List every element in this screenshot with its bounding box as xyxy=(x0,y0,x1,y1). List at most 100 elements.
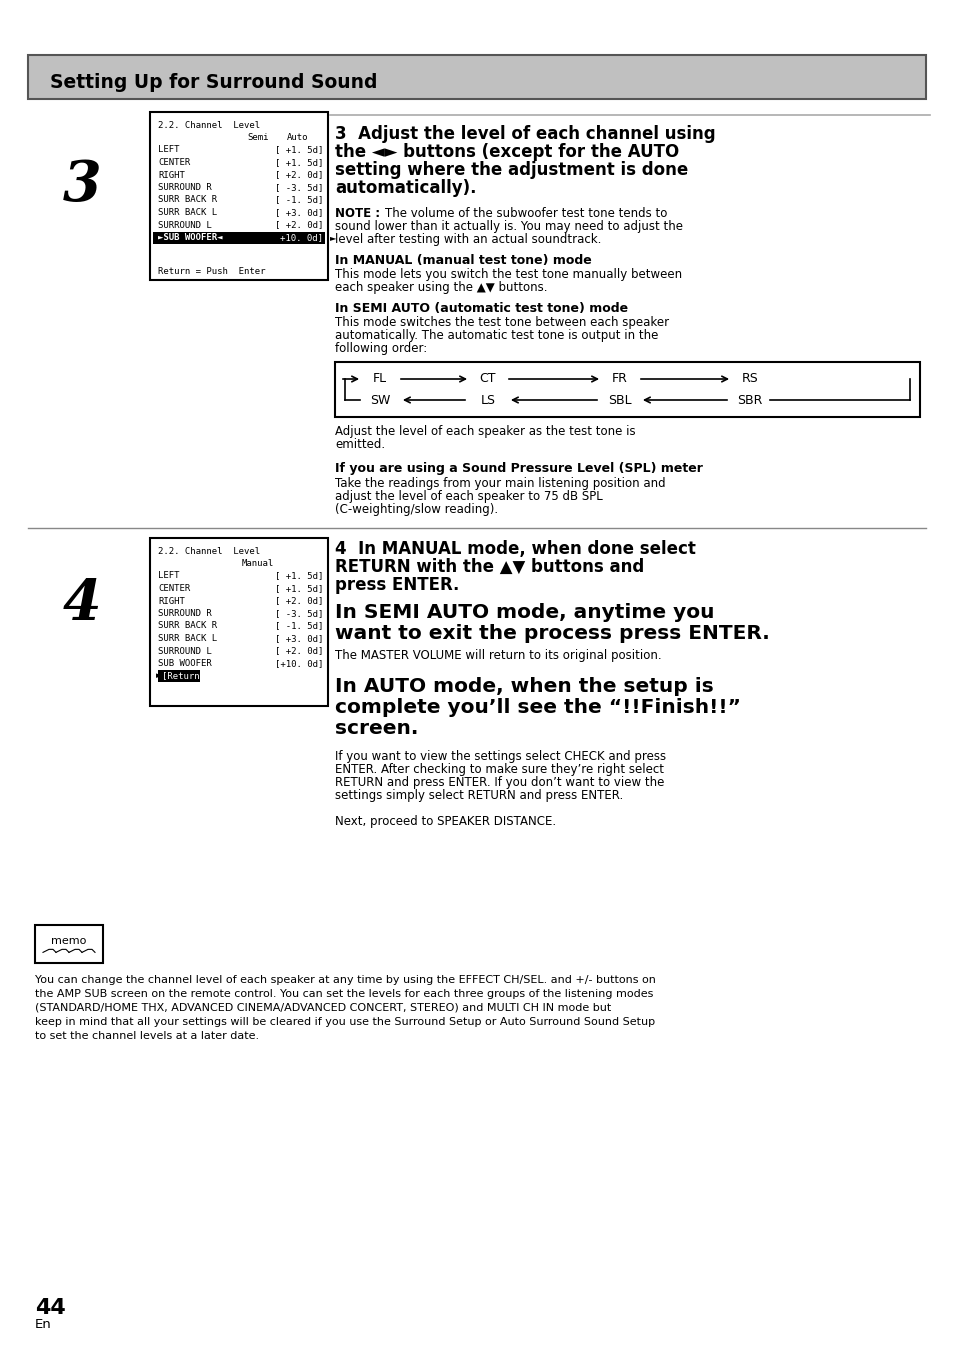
Bar xyxy=(150,538,328,706)
Text: CENTER: CENTER xyxy=(158,158,190,167)
Text: SURROUND R: SURROUND R xyxy=(158,183,212,191)
Text: [ +1. 5d]: [ +1. 5d] xyxy=(274,584,323,593)
Text: SURR BACK L: SURR BACK L xyxy=(158,634,217,643)
Text: [ -3. 5d]: [ -3. 5d] xyxy=(274,183,323,191)
Text: LS: LS xyxy=(480,394,495,407)
Text: 44: 44 xyxy=(35,1298,66,1318)
Text: [ +3. 0d]: [ +3. 0d] xyxy=(274,634,323,643)
Text: [ -3. 5d]: [ -3. 5d] xyxy=(274,609,323,617)
Text: In MANUAL (manual test tone) mode: In MANUAL (manual test tone) mode xyxy=(335,253,591,267)
Text: Next, proceed to SPEAKER DISTANCE.: Next, proceed to SPEAKER DISTANCE. xyxy=(335,816,556,828)
Text: (C-weighting/slow reading).: (C-weighting/slow reading). xyxy=(335,503,497,516)
Text: NOTE :: NOTE : xyxy=(335,208,379,220)
Text: 3: 3 xyxy=(63,158,101,213)
Text: SURR BACK L: SURR BACK L xyxy=(158,208,217,217)
Text: SBR: SBR xyxy=(737,394,761,407)
Text: 2.2. Channel  Level: 2.2. Channel Level xyxy=(158,120,260,129)
Text: SBL: SBL xyxy=(608,394,631,407)
Text: level after testing with an actual soundtrack.: level after testing with an actual sound… xyxy=(335,233,600,245)
Text: RETURN and press ENTER. If you don’t want to view the: RETURN and press ENTER. If you don’t wan… xyxy=(335,776,663,789)
Text: 3  Adjust the level of each channel using: 3 Adjust the level of each channel using xyxy=(335,125,715,143)
Text: LEFT: LEFT xyxy=(158,146,179,155)
Text: [ +1. 5d]: [ +1. 5d] xyxy=(274,158,323,167)
Text: [ -1. 5d]: [ -1. 5d] xyxy=(274,621,323,631)
Text: following order:: following order: xyxy=(335,342,427,355)
Text: automatically).: automatically). xyxy=(335,179,476,197)
Text: If you are using a Sound Pressure Level (SPL) meter: If you are using a Sound Pressure Level … xyxy=(335,462,702,474)
Text: Semi: Semi xyxy=(247,133,269,143)
Text: [ +1. 5d]: [ +1. 5d] xyxy=(274,146,323,155)
Text: [ +2. 0d]: [ +2. 0d] xyxy=(274,597,323,605)
Text: This mode switches the test tone between each speaker: This mode switches the test tone between… xyxy=(335,315,668,329)
Text: the AMP SUB screen on the remote control. You can set the levels for each three : the AMP SUB screen on the remote control… xyxy=(35,989,653,999)
Text: complete you’ll see the “!!Finish!!”: complete you’ll see the “!!Finish!!” xyxy=(335,698,740,717)
Text: The volume of the subwoofer test tone tends to: The volume of the subwoofer test tone te… xyxy=(385,208,667,220)
Bar xyxy=(35,925,103,962)
Text: Manual: Manual xyxy=(242,559,274,569)
Text: automatically. The automatic test tone is output in the: automatically. The automatic test tone i… xyxy=(335,329,658,342)
Text: 4: 4 xyxy=(63,577,101,632)
Text: If you want to view the settings select CHECK and press: If you want to view the settings select … xyxy=(335,749,665,763)
Text: FL: FL xyxy=(373,372,387,386)
Text: memo: memo xyxy=(51,936,87,946)
Text: RIGHT: RIGHT xyxy=(158,597,185,605)
Text: CENTER: CENTER xyxy=(158,584,190,593)
Text: The MASTER VOLUME will return to its original position.: The MASTER VOLUME will return to its ori… xyxy=(335,648,661,662)
Text: Setting Up for Surround Sound: Setting Up for Surround Sound xyxy=(50,73,377,92)
Text: setting where the adjustment is done: setting where the adjustment is done xyxy=(335,160,687,179)
Text: You can change the channel level of each speaker at any time by using the EFFECT: You can change the channel level of each… xyxy=(35,975,656,985)
Text: SURROUND R: SURROUND R xyxy=(158,609,212,617)
Text: In SEMI AUTO (automatic test tone) mode: In SEMI AUTO (automatic test tone) mode xyxy=(335,302,627,315)
Text: ►: ► xyxy=(330,233,336,243)
Text: In AUTO mode, when the setup is: In AUTO mode, when the setup is xyxy=(335,677,713,696)
Text: SUB WOOFER: SUB WOOFER xyxy=(158,659,212,669)
Text: want to exit the process press ENTER.: want to exit the process press ENTER. xyxy=(335,624,769,643)
Text: screen.: screen. xyxy=(335,718,418,737)
Text: SURROUND L: SURROUND L xyxy=(158,221,212,229)
Text: Auto: Auto xyxy=(287,133,309,143)
Text: This mode lets you switch the test tone manually between: This mode lets you switch the test tone … xyxy=(335,268,681,280)
Bar xyxy=(28,55,925,98)
Text: LEFT: LEFT xyxy=(158,572,179,581)
Text: [+10. 0d]: [+10. 0d] xyxy=(274,659,323,669)
Text: the ◄► buttons (except for the AUTO: the ◄► buttons (except for the AUTO xyxy=(335,143,679,160)
Bar xyxy=(152,232,325,244)
Text: [ +3. 0d]: [ +3. 0d] xyxy=(274,208,323,217)
Text: [ +2. 0d]: [ +2. 0d] xyxy=(274,647,323,655)
Text: keep in mind that all your settings will be cleared if you use the Surround Setu: keep in mind that all your settings will… xyxy=(35,1016,655,1027)
Text: +10. 0d]: +10. 0d] xyxy=(280,233,323,243)
Text: [ -1. 5d]: [ -1. 5d] xyxy=(274,195,323,205)
Text: In SEMI AUTO mode, anytime you: In SEMI AUTO mode, anytime you xyxy=(335,603,714,621)
Text: ENTER. After checking to make sure they’re right select: ENTER. After checking to make sure they’… xyxy=(335,763,663,776)
Text: Adjust the level of each speaker as the test tone is: Adjust the level of each speaker as the … xyxy=(335,425,635,438)
Text: [ +2. 0d]: [ +2. 0d] xyxy=(274,221,323,229)
Text: sound lower than it actually is. You may need to adjust the: sound lower than it actually is. You may… xyxy=(335,220,682,233)
Text: press ENTER.: press ENTER. xyxy=(335,576,459,594)
Text: SURROUND L: SURROUND L xyxy=(158,647,212,655)
Text: adjust the level of each speaker to 75 dB SPL: adjust the level of each speaker to 75 d… xyxy=(335,491,602,503)
Text: Take the readings from your main listening position and: Take the readings from your main listeni… xyxy=(335,477,665,491)
Text: SURR BACK R: SURR BACK R xyxy=(158,195,217,205)
Text: SURR BACK R: SURR BACK R xyxy=(158,621,217,631)
Text: 4  In MANUAL mode, when done select: 4 In MANUAL mode, when done select xyxy=(335,541,695,558)
Text: RETURN with the ▲▼ buttons and: RETURN with the ▲▼ buttons and xyxy=(335,558,643,576)
Bar xyxy=(150,112,328,280)
Text: to set the channel levels at a later date.: to set the channel levels at a later dat… xyxy=(35,1031,259,1041)
Text: [ +1. 5d]: [ +1. 5d] xyxy=(274,572,323,581)
Text: RS: RS xyxy=(740,372,758,386)
Text: SW: SW xyxy=(370,394,390,407)
Text: En: En xyxy=(35,1318,51,1330)
Text: settings simply select RETURN and press ENTER.: settings simply select RETURN and press … xyxy=(335,789,622,802)
Text: CT: CT xyxy=(479,372,496,386)
Text: ►SUB WOOFER◄: ►SUB WOOFER◄ xyxy=(158,233,222,243)
Text: Return = Push  Enter: Return = Push Enter xyxy=(158,267,265,276)
Text: RIGHT: RIGHT xyxy=(158,170,185,179)
Text: 2.2. Channel  Level: 2.2. Channel Level xyxy=(158,546,260,555)
Text: each speaker using the ▲▼ buttons.: each speaker using the ▲▼ buttons. xyxy=(335,280,547,294)
Text: [Return]: [Return] xyxy=(162,671,205,681)
Bar xyxy=(335,363,919,417)
Text: ►: ► xyxy=(156,671,163,681)
Text: (STANDARD/HOME THX, ADVANCED CINEMA/ADVANCED CONCERT, STEREO) and MULTI CH IN mo: (STANDARD/HOME THX, ADVANCED CINEMA/ADVA… xyxy=(35,1003,611,1012)
Text: [ +2. 0d]: [ +2. 0d] xyxy=(274,170,323,179)
Text: emitted.: emitted. xyxy=(335,438,385,452)
